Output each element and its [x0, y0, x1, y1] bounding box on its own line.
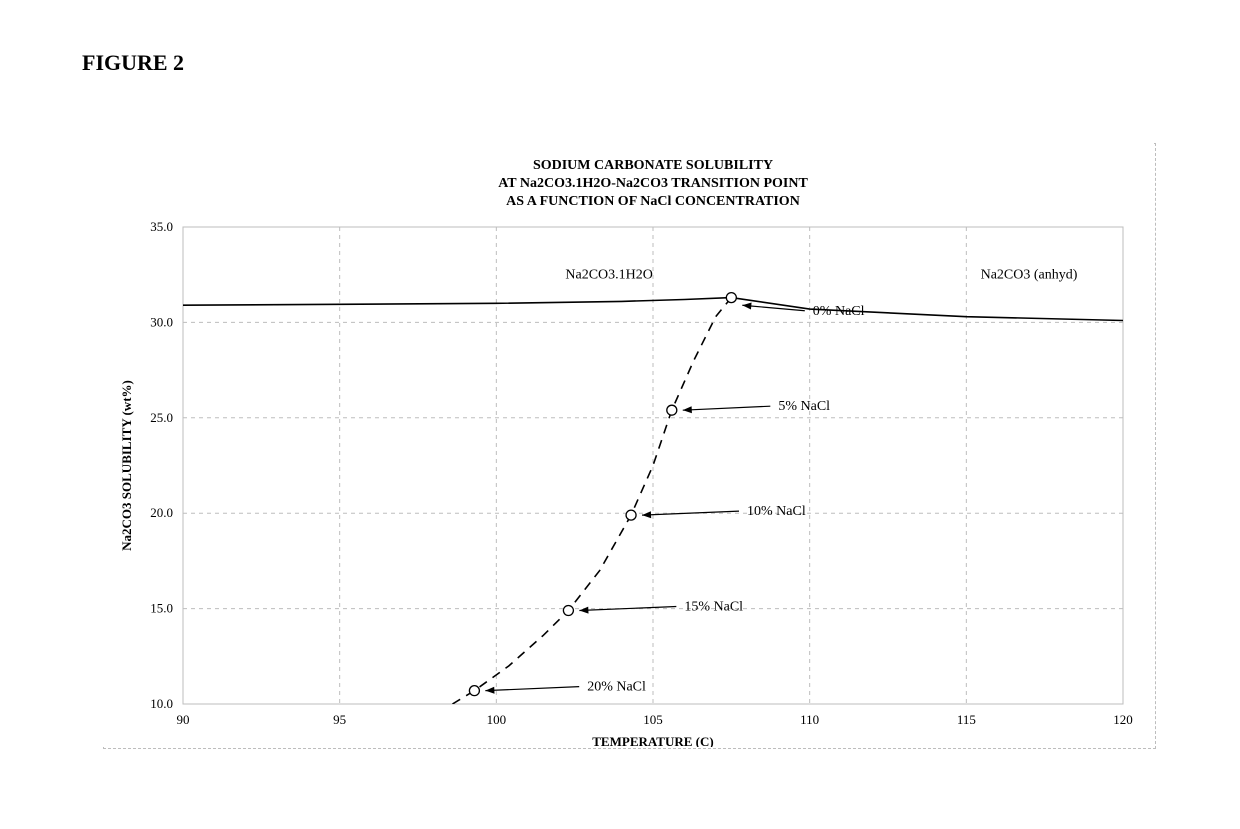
chart-title-line: SODIUM CARBONATE SOLUBILITY: [533, 158, 773, 173]
x-axis-label: TEMPERATURE (C): [592, 734, 713, 747]
x-tick-label: 100: [487, 712, 507, 727]
y-tick-label: 30.0: [150, 314, 173, 329]
page: FIGURE 2 SODIUM CARBONATE SOLUBILITY AT N…: [0, 0, 1240, 829]
y-tick-label: 25.0: [150, 410, 173, 425]
callout-label: 15% NaCl: [684, 600, 743, 615]
y-tick-label: 20.0: [150, 505, 173, 520]
x-tick-label: 90: [177, 712, 190, 727]
callout-label: 0% NaCl: [813, 304, 865, 319]
y-axis-label: Na2CO3 SOLUBILITY (wt%): [119, 380, 134, 551]
chart-svg-wrap: SODIUM CARBONATE SOLUBILITY AT Na2CO3.1H2…: [103, 143, 1154, 747]
y-tick-label: 35.0: [150, 219, 173, 234]
x-tick-label: 95: [333, 712, 346, 727]
x-tick-label: 105: [643, 712, 663, 727]
data-marker: [563, 606, 573, 616]
y-tick-label: 15.0: [150, 601, 173, 616]
callout-label: 5% NaCl: [778, 399, 830, 414]
data-marker: [726, 293, 736, 303]
chart-title-line: AS A FUNCTION OF NaCl CONCENTRATION: [506, 194, 800, 209]
data-marker: [469, 686, 479, 696]
region-label: Na2CO3.1H2O: [565, 268, 653, 283]
callout-label: 20% NaCl: [587, 680, 646, 695]
x-tick-label: 120: [1113, 712, 1133, 727]
chart-title-line: AT Na2CO3.1H2O-Na2CO3 TRANSITION POINT: [498, 176, 808, 191]
region-label: Na2CO3 (anhyd): [981, 268, 1078, 283]
data-marker: [667, 405, 677, 415]
data-marker: [626, 510, 636, 520]
callout-label: 10% NaCl: [747, 504, 806, 519]
figure-label: FIGURE 2: [82, 50, 184, 76]
y-tick-label: 10.0: [150, 696, 173, 711]
chart-svg: SODIUM CARBONATE SOLUBILITY AT Na2CO3.1H2…: [103, 143, 1154, 747]
x-tick-label: 115: [957, 712, 976, 727]
x-tick-label: 110: [800, 712, 819, 727]
